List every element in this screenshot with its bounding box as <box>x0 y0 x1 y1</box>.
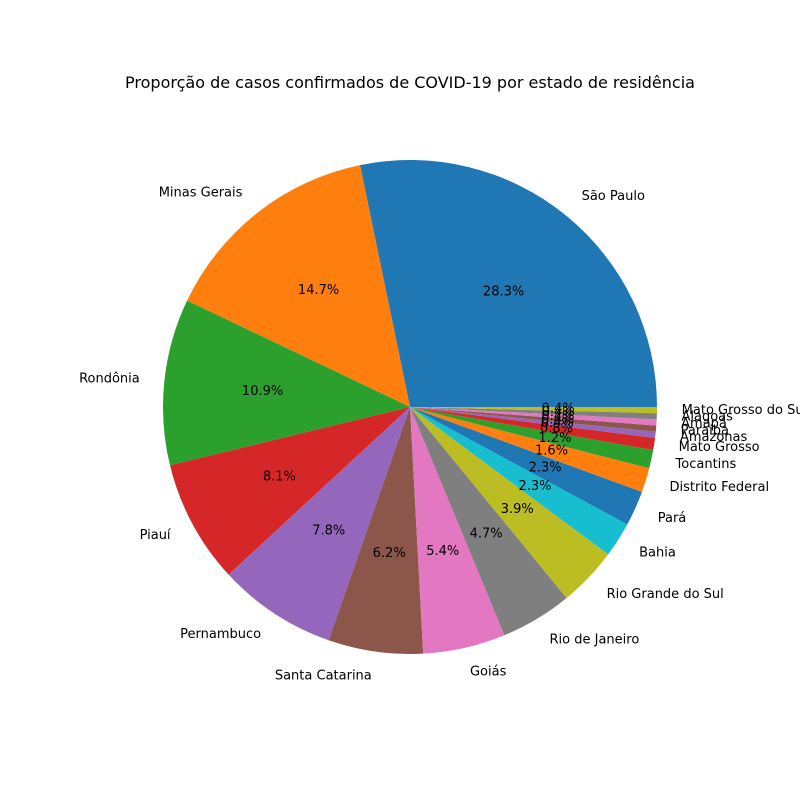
slice-percent-label: 7.8% <box>312 523 345 538</box>
slice-category-label: Rio de Janeiro <box>550 633 640 648</box>
slice-percent-label: 8.1% <box>263 470 296 485</box>
pie-slice <box>163 300 410 466</box>
slice-category-label: Distrito Federal <box>669 480 769 495</box>
slice-percent-label: 0.4% <box>542 405 575 420</box>
pie-slice <box>410 407 657 426</box>
slice-category-label: Minas Gerais <box>159 186 243 201</box>
slice-percent-label: 0.4% <box>541 412 574 427</box>
slice-category-label: Pará <box>658 511 687 526</box>
pie-slice <box>169 407 410 575</box>
slice-percent-label: 4.7% <box>470 527 503 542</box>
pie-slice <box>410 407 642 525</box>
slice-percent-label: 6.2% <box>373 546 406 561</box>
slice-percent-label: 14.7% <box>298 283 339 298</box>
slice-category-label: Santa Catarina <box>275 669 372 684</box>
slice-category-label: Piauí <box>140 528 171 543</box>
pie-slice <box>410 407 650 492</box>
slice-category-label: Alagoas <box>682 410 734 425</box>
slice-percent-label: 3.9% <box>501 502 534 517</box>
slice-percent-label: 5.4% <box>426 544 459 559</box>
pie-slice <box>410 407 567 636</box>
slice-percent-label: 0.4% <box>541 409 574 424</box>
slice-category-label: São Paulo <box>582 189 645 204</box>
slice-percent-label: 0.4% <box>541 416 574 431</box>
slice-category-label: Mato Grosso do Sul <box>682 403 800 418</box>
slice-percent-label: 28.3% <box>483 285 524 300</box>
pie-slice <box>410 407 654 469</box>
pie-slice <box>410 407 609 599</box>
pie-slice <box>187 165 410 407</box>
slice-percent-label: 2.3% <box>529 460 562 475</box>
pie-slice <box>228 407 410 641</box>
chart-title: Proporção de casos confirmados de COVID-… <box>125 73 695 92</box>
slice-percent-label: 1.2% <box>538 431 571 446</box>
slice-labels: São Paulo Minas Gerais Rondônia Piauí Pernam… <box>79 186 800 684</box>
slice-category-label: Pernambuco <box>180 627 261 642</box>
slice-category-label: Tocantins <box>675 457 737 472</box>
pie-slice <box>328 407 424 655</box>
pie-slice <box>410 407 628 555</box>
slice-category-label: Rio Grande do Sul <box>607 587 724 602</box>
percent-labels: 28.3% 14.7% 10.9% 8.1% 7.8% 6.2% 5.4% 4.7% 3.9% 2… <box>242 283 575 561</box>
slice-category-label: Goiás <box>470 665 507 680</box>
slice-percent-label: 0.8% <box>540 422 573 437</box>
slice-category-label: Paraíba <box>681 423 729 438</box>
slice-category-label: Bahia <box>639 546 676 561</box>
slice-percent-label: 2.3% <box>518 479 551 494</box>
slice-category-label: Amapá <box>681 417 727 432</box>
slice-category-label: Amazonas <box>680 430 748 445</box>
pie-slice <box>410 407 657 420</box>
pie-slice <box>410 407 657 432</box>
pie-slice <box>360 159 657 407</box>
slice-percent-label: 10.9% <box>242 384 283 399</box>
slice-percent-label: 0.4% <box>542 401 575 416</box>
pie-slice <box>410 407 505 654</box>
slice-category-label: Mato Grosso <box>679 440 760 455</box>
pie-slices <box>163 159 657 655</box>
slice-percent-label: 1.6% <box>535 443 568 458</box>
pie-slice <box>410 407 656 451</box>
pie-slice <box>410 407 656 438</box>
pie-slice <box>410 407 657 414</box>
slice-category-label: Rondônia <box>79 371 140 386</box>
